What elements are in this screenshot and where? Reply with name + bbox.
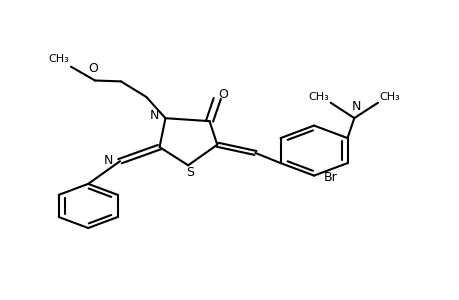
Text: N: N xyxy=(150,109,159,122)
Text: N: N xyxy=(351,100,360,113)
Text: CH₃: CH₃ xyxy=(308,92,328,102)
Text: N: N xyxy=(103,154,112,167)
Text: CH₃: CH₃ xyxy=(379,92,400,102)
Text: Br: Br xyxy=(324,171,337,184)
Text: O: O xyxy=(88,61,98,75)
Text: O: O xyxy=(218,88,228,101)
Text: CH₃: CH₃ xyxy=(48,54,69,64)
Text: S: S xyxy=(185,166,194,179)
